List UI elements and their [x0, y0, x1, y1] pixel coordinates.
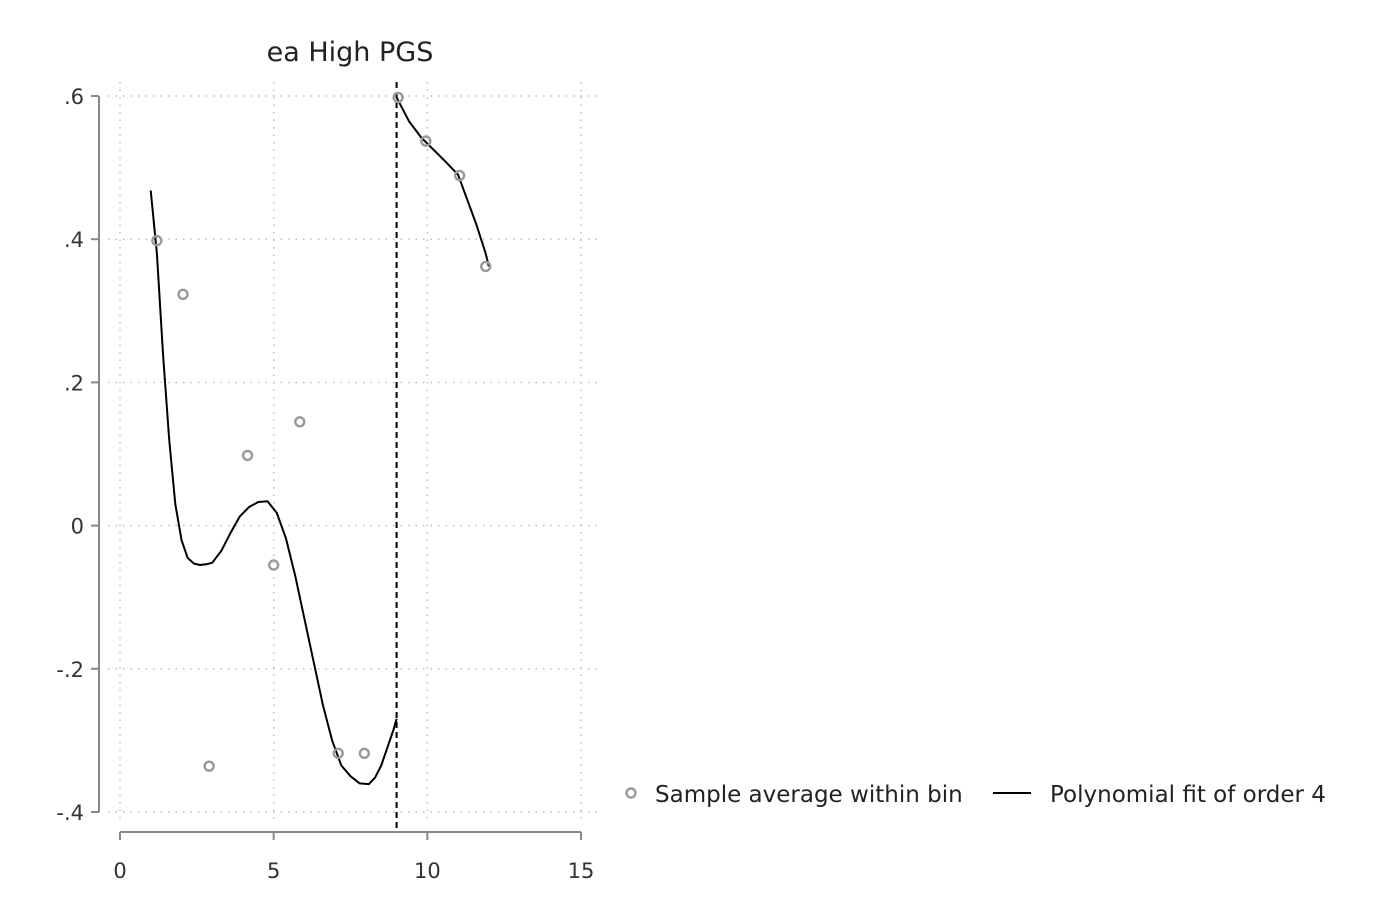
- y-tick-label-1: .4: [64, 228, 84, 252]
- scatter-points: [151, 91, 492, 772]
- x-tick-label-0: 0: [113, 859, 126, 883]
- scatter-point-1: [177, 288, 189, 301]
- x-tick-label-1: 5: [267, 859, 280, 883]
- scatter-point-3: [241, 449, 254, 462]
- legend: Sample average within bin Polynomial fit…: [625, 782, 1326, 808]
- scatter-point-4: [267, 559, 280, 571]
- scatter-point-9: [420, 135, 432, 147]
- axes: .6 .4 .2 0 -.2 -.4 0 5 10 15: [56, 85, 594, 883]
- scatter-point-11: [480, 260, 492, 273]
- fit-line-segment-0: [149, 190, 398, 786]
- gridlines: [108, 82, 600, 822]
- y-tick-label-4: -.2: [56, 658, 84, 682]
- y-tick-label-5: -.4: [56, 801, 84, 825]
- legend-label-fit: Polynomial fit of order 4: [1050, 782, 1326, 808]
- scatter-point-0: [151, 234, 163, 247]
- x-tick-label-3: 15: [568, 859, 595, 883]
- y-tick-label-3: 0: [71, 515, 84, 539]
- x-tick-label-2: 10: [414, 859, 441, 883]
- chart-title: ea High PGS: [267, 37, 434, 68]
- scatter-point-5: [294, 416, 306, 428]
- scatter-point-10: [453, 169, 466, 182]
- fit-lines: [149, 96, 490, 786]
- legend-scatter-marker: [625, 787, 637, 799]
- y-tick-label-2: .2: [64, 371, 84, 395]
- legend-label-scatter: Sample average within bin: [655, 782, 963, 808]
- fit-line-segment-1: [395, 96, 490, 267]
- scatter-point-2: [203, 760, 215, 772]
- y-tick-label-0: .6: [64, 85, 84, 109]
- scatter-point-6: [332, 747, 344, 759]
- scatter-point-8: [392, 91, 404, 104]
- scatter-point-7: [358, 747, 371, 759]
